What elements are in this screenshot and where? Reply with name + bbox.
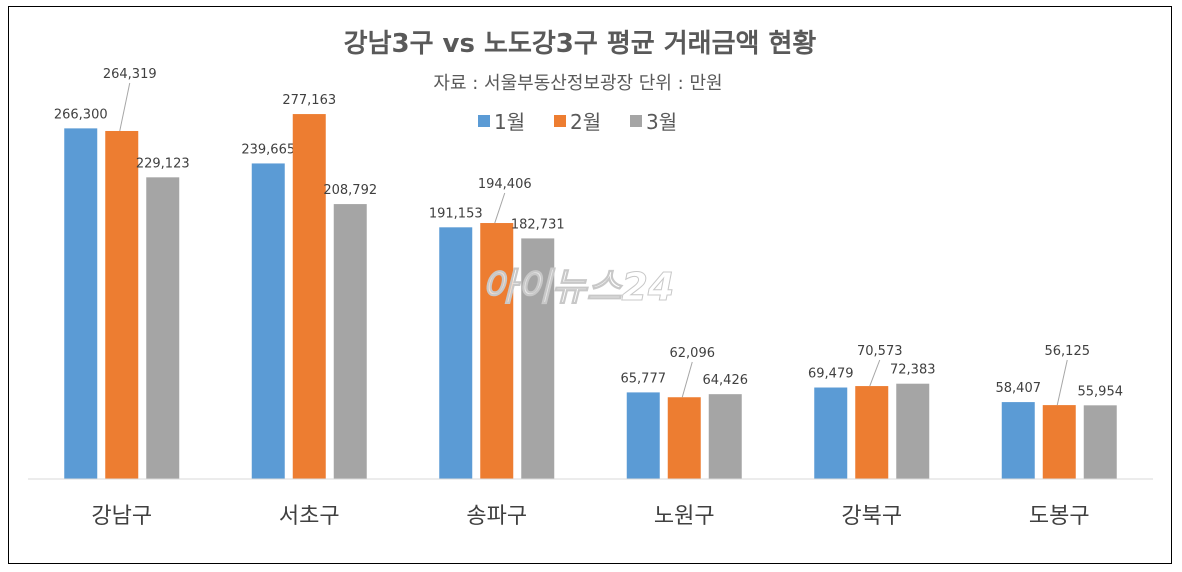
leader-line [1056,359,1068,406]
legend-swatch [478,115,490,127]
legend-label: 2월 [570,110,601,134]
data-label: 72,383 [890,363,936,378]
bar-3월-도봉구 [1083,405,1117,479]
data-label: 191,153 [429,206,483,221]
bar-1월-도봉구 [1001,402,1035,479]
data-label: 58,407 [996,381,1042,396]
legend-label: 1월 [494,110,525,134]
legend-swatch [630,115,642,127]
category-label: 송파구 [466,504,527,529]
bar-2월-도봉구 [1042,405,1076,479]
bar-2월-서초구 [292,114,326,479]
bar-3월-강북구 [896,383,930,479]
legend-label: 3월 [646,110,677,134]
data-label: 194,406 [478,177,532,192]
leader-line [869,359,881,387]
chart-subtitle: 자료 : 서울부동산정보광장 단위 : 만원 [433,73,722,94]
category-label: 강남구 [91,504,152,529]
data-label: 62,096 [670,346,716,361]
bar-2월-노원구 [667,397,701,479]
bar-3월-강남구 [146,177,180,479]
legend-swatch [554,115,566,127]
data-label: 266,300 [54,107,108,122]
data-label: 239,665 [241,142,295,157]
bar-2월-강남구 [105,130,139,479]
bar-3월-노원구 [708,394,742,479]
bar-1월-송파구 [439,227,473,479]
leader-line [494,192,506,224]
bars: 266,300 264,319 229,123 239,665 277,163 208,7… [54,67,1124,480]
bar-1월-강북구 [814,387,848,479]
bar-2월-송파구 [480,223,514,479]
data-label: 55,954 [1078,384,1124,399]
data-label: 277,163 [282,93,336,108]
watermark-logo: 아이뉴스24 [482,265,675,309]
data-label: 69,479 [808,367,854,382]
leader-line [681,361,693,398]
bar-2월-강북구 [855,386,889,479]
data-label: 70,573 [857,344,903,359]
bar-1월-강남구 [64,128,98,479]
data-label: 64,426 [703,373,749,388]
bar-3월-송파구 [521,238,555,479]
legend: 1월 2월 3월 [478,110,677,134]
category-label: 도봉구 [1029,504,1090,529]
bar-1월-서초구 [251,163,285,479]
data-label: 229,123 [136,156,190,171]
data-label: 182,731 [511,217,565,232]
category-label: 강북구 [841,504,902,529]
category-labels: 강남구 서초구 송파구 노원구 강북구 도봉구 [91,504,1089,529]
data-label: 208,792 [323,183,377,198]
data-label: 56,125 [1045,344,1091,359]
bar-1월-노원구 [626,392,660,479]
bar-3월-서초구 [333,204,367,480]
category-label: 노원구 [654,504,715,529]
category-label: 서초구 [279,504,340,529]
leader-line [119,82,131,132]
data-label: 65,777 [621,371,667,386]
chart-frame [8,6,1172,564]
data-label: 264,319 [103,67,157,82]
chart-title: 강남3구 vs 노도강3구 평균 거래금액 현황 [344,29,817,59]
